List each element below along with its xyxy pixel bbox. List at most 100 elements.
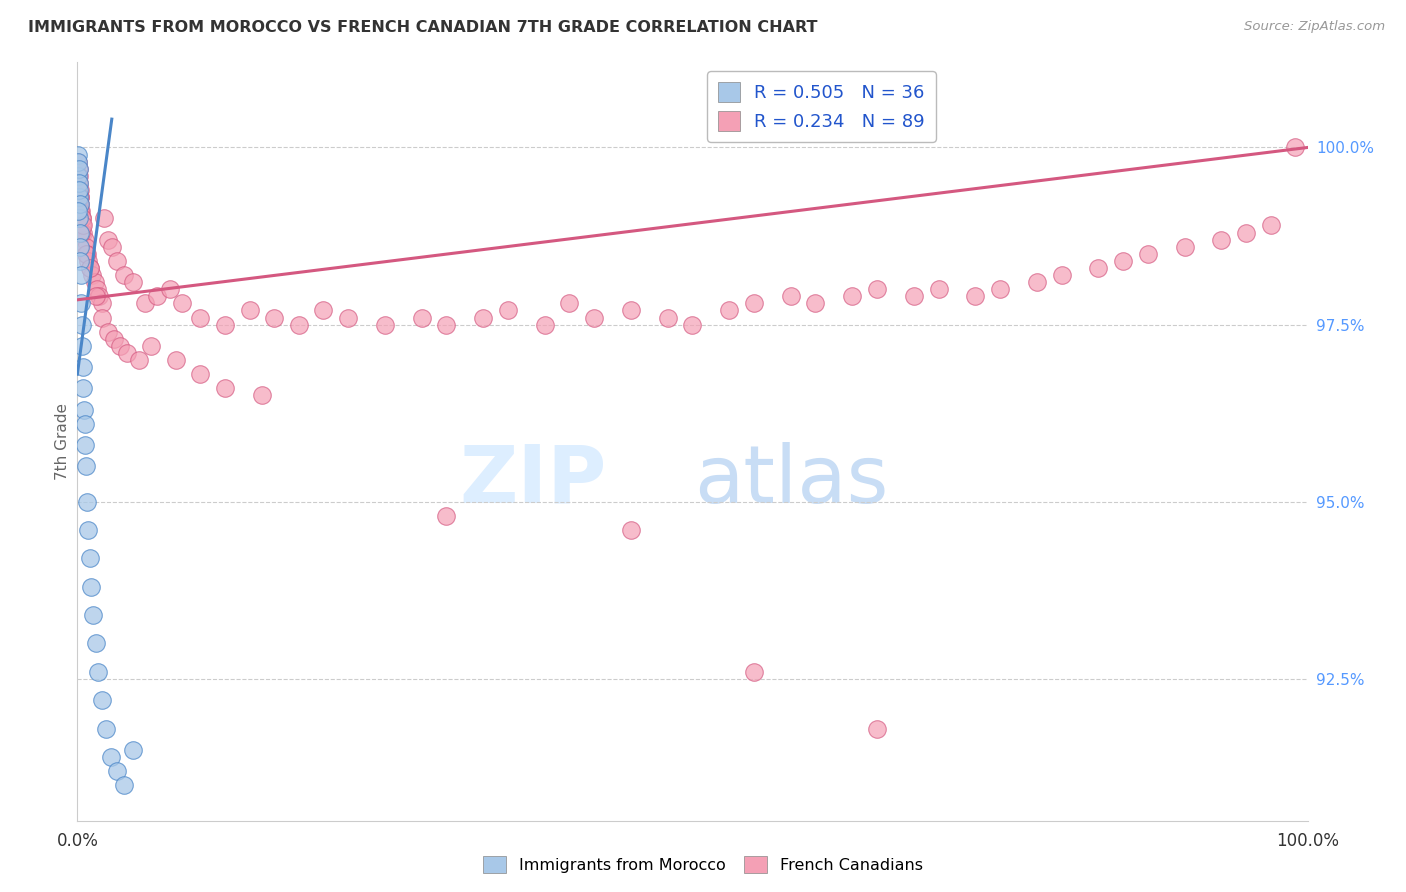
Point	[411, 310, 433, 325]
Point	[121, 275, 143, 289]
Point	[69, 253, 91, 268]
Point	[146, 289, 169, 303]
Point	[72, 226, 94, 240]
Point	[93, 211, 115, 226]
Point	[1174, 240, 1197, 254]
Point	[70, 204, 93, 219]
Point	[1087, 260, 1109, 275]
Point	[101, 240, 124, 254]
Point	[1260, 219, 1282, 233]
Point	[436, 508, 458, 523]
Point	[97, 233, 120, 247]
Point	[110, 339, 132, 353]
Point	[76, 495, 98, 509]
Point	[214, 381, 236, 395]
Point	[80, 580, 103, 594]
Point	[534, 318, 557, 332]
Point	[70, 219, 93, 233]
Point	[72, 360, 94, 375]
Point	[66, 147, 89, 161]
Point	[866, 282, 889, 296]
Point	[988, 282, 1011, 296]
Point	[72, 381, 94, 395]
Point	[903, 289, 925, 303]
Point	[69, 204, 91, 219]
Text: atlas: atlas	[693, 442, 889, 519]
Point	[69, 268, 91, 282]
Point	[70, 211, 93, 226]
Point	[67, 161, 90, 176]
Point	[82, 268, 104, 282]
Point	[69, 190, 91, 204]
Text: IMMIGRANTS FROM MOROCCO VS FRENCH CANADIAN 7TH GRADE CORRELATION CHART: IMMIGRANTS FROM MOROCCO VS FRENCH CANADI…	[28, 20, 818, 35]
Point	[188, 310, 212, 325]
Point	[89, 289, 111, 303]
Point	[496, 303, 519, 318]
Point	[67, 169, 90, 183]
Point	[1050, 268, 1073, 282]
Point	[134, 296, 156, 310]
Point	[69, 190, 91, 204]
Point	[170, 296, 193, 310]
Point	[558, 296, 581, 310]
Point	[79, 260, 101, 275]
Point	[75, 240, 97, 254]
Point	[67, 176, 90, 190]
Point	[76, 246, 98, 260]
Point	[928, 282, 950, 296]
Point	[69, 183, 91, 197]
Point	[374, 318, 396, 332]
Point	[70, 296, 93, 310]
Point	[83, 275, 105, 289]
Point	[69, 197, 91, 211]
Text: ZIP: ZIP	[458, 442, 606, 519]
Point	[75, 246, 97, 260]
Y-axis label: 7th Grade: 7th Grade	[55, 403, 70, 480]
Point	[742, 665, 765, 679]
Point	[87, 665, 110, 679]
Point	[841, 289, 863, 303]
Point	[67, 197, 90, 211]
Point	[141, 339, 163, 353]
Point	[100, 750, 122, 764]
Point	[436, 318, 458, 332]
Point	[84, 636, 107, 650]
Point	[1234, 226, 1257, 240]
Point	[620, 523, 643, 537]
Point	[67, 176, 90, 190]
Point	[73, 417, 96, 431]
Point	[288, 318, 311, 332]
Point	[804, 296, 827, 310]
Point	[66, 169, 89, 183]
Point	[70, 226, 93, 240]
Point	[82, 608, 104, 623]
Legend: R = 0.505   N = 36, R = 0.234   N = 89: R = 0.505 N = 36, R = 0.234 N = 89	[707, 71, 935, 142]
Point	[1211, 233, 1233, 247]
Point	[90, 693, 114, 707]
Point	[72, 219, 94, 233]
Point	[121, 743, 143, 757]
Point	[105, 764, 128, 778]
Point	[866, 722, 889, 736]
Point	[250, 388, 273, 402]
Point	[86, 282, 108, 296]
Point	[69, 197, 91, 211]
Point	[73, 402, 96, 417]
Point	[657, 310, 679, 325]
Point	[69, 240, 91, 254]
Point	[337, 310, 360, 325]
Point	[105, 253, 128, 268]
Point	[77, 523, 100, 537]
Text: Source: ZipAtlas.com: Source: ZipAtlas.com	[1244, 20, 1385, 33]
Point	[90, 310, 114, 325]
Point	[79, 260, 101, 275]
Point	[77, 253, 100, 268]
Point	[69, 226, 91, 240]
Point	[84, 289, 107, 303]
Point	[70, 211, 93, 226]
Point	[67, 183, 90, 197]
Point	[1026, 275, 1049, 289]
Legend: Immigrants from Morocco, French Canadians: Immigrants from Morocco, French Canadian…	[477, 849, 929, 880]
Point	[965, 289, 987, 303]
Point	[1112, 253, 1135, 268]
